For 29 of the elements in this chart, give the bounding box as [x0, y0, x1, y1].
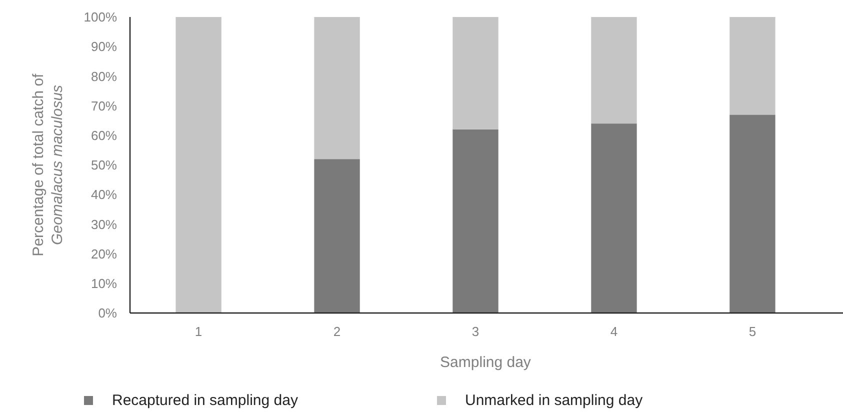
y-tick-label: 70% [90, 98, 118, 114]
y-tick-label: 0% [98, 306, 118, 321]
x-tick-label: 3 [472, 324, 480, 339]
y-tick-label: 50% [90, 158, 118, 173]
legend-label: Unmarked in sampling day [465, 392, 644, 409]
bar [730, 114, 776, 313]
bar [452, 17, 498, 130]
bar [314, 159, 360, 313]
x-tick-label: 4 [610, 324, 618, 339]
bar [452, 129, 498, 313]
bar [314, 17, 360, 160]
x-tick-label: 2 [333, 324, 341, 339]
bar [730, 17, 776, 115]
bar [176, 17, 222, 313]
bar [591, 17, 637, 124]
y-axis-title: Percentage of total catch of Geomalacus maculosus [30, 72, 66, 256]
x-axis-title: Sampling day [440, 354, 532, 371]
y-tick-label: 80% [90, 68, 118, 84]
y-tick-label: 10% [90, 276, 118, 291]
y-tick-label: 90% [90, 39, 118, 54]
y-tick-label: 40% [90, 187, 118, 202]
legend-label: Recaptured in sampling day [112, 392, 298, 409]
y-tick-label: 100% [84, 10, 118, 25]
x-tick-label: 5 [748, 324, 756, 339]
y-tick-label: 30% [90, 216, 118, 232]
y-tick-label: 20% [90, 246, 118, 262]
bar [591, 124, 637, 313]
y-tick-label: 60% [90, 128, 118, 143]
x-tick-label: 1 [194, 324, 202, 339]
